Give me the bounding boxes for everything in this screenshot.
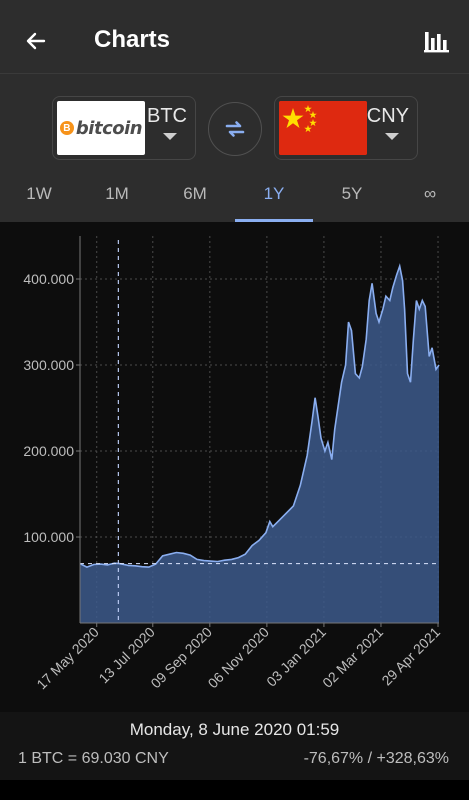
app-bar: Charts	[0, 8, 469, 74]
tab-6m[interactable]: 6M	[183, 184, 207, 203]
selected-date: Monday, 8 June 2020 01:59	[129, 720, 340, 739]
x-tick-label: 13 Jul 2020	[95, 624, 158, 687]
from-currency-code: BTC	[147, 105, 187, 127]
caret-down-icon	[385, 133, 399, 140]
status-bar	[0, 0, 469, 8]
x-tick-label: 17 May 2020	[33, 624, 102, 693]
chart-footer: Monday, 8 June 2020 01:59 1 BTC = 69.030…	[0, 712, 469, 780]
china-flag-icon	[279, 101, 367, 155]
to-currency-code: CNY	[366, 105, 409, 127]
swap-button[interactable]	[208, 102, 262, 156]
tab-1w[interactable]: 1W	[26, 184, 52, 203]
currency-pair-row: B bitcoin BTC CNY	[0, 74, 469, 166]
x-tick-label: 29 Apr 2021	[378, 624, 443, 689]
tab-5y[interactable]: 5Y	[341, 184, 363, 203]
x-tick-label: 06 Nov 2020	[205, 624, 273, 692]
price-area	[80, 266, 439, 623]
bitcoin-coin-icon: B	[59, 121, 74, 135]
system-nav-bar	[0, 780, 469, 800]
tab-1m[interactable]: 1M	[105, 184, 129, 203]
tab-all[interactable]: ∞	[423, 184, 437, 203]
y-tick-label: 200.000	[23, 443, 74, 459]
y-tick-label: 100.000	[23, 529, 74, 545]
swap-arrows-icon	[225, 121, 245, 137]
caret-down-icon	[163, 133, 177, 140]
bitcoin-logo: B bitcoin	[57, 101, 145, 155]
price-chart[interactable]: 100.000 200.000 300.000 400.000 17 May 2020 1…	[0, 222, 469, 712]
chart-type-button[interactable]	[421, 25, 453, 57]
percent-change: -76,67% / +328,63%	[303, 750, 449, 767]
china-flag	[279, 101, 367, 155]
exchange-rate: 1 BTC = 69.030 CNY	[18, 750, 169, 767]
tab-1y[interactable]: 1Y	[235, 166, 313, 222]
y-tick-label: 300.000	[23, 357, 74, 373]
to-currency-picker[interactable]: CNY	[274, 96, 418, 160]
price-line	[79, 263, 440, 568]
page-title: Charts	[94, 26, 171, 53]
range-tabs: 1W 1M 6M 1Y 5Y ∞	[0, 166, 469, 222]
arrow-left-icon	[26, 32, 46, 50]
y-tick-label: 400.000	[23, 271, 74, 287]
price-chart-svg[interactable]: 100.000 200.000 300.000 400.000 17 May 20201…	[0, 222, 469, 712]
from-currency-picker[interactable]: B bitcoin BTC	[52, 96, 196, 160]
bitcoin-wordmark: bitcoin	[75, 117, 143, 139]
bar-chart-icon	[424, 32, 449, 53]
x-tick-label: 02 Mar 2021	[319, 624, 386, 691]
back-button[interactable]	[20, 25, 52, 57]
